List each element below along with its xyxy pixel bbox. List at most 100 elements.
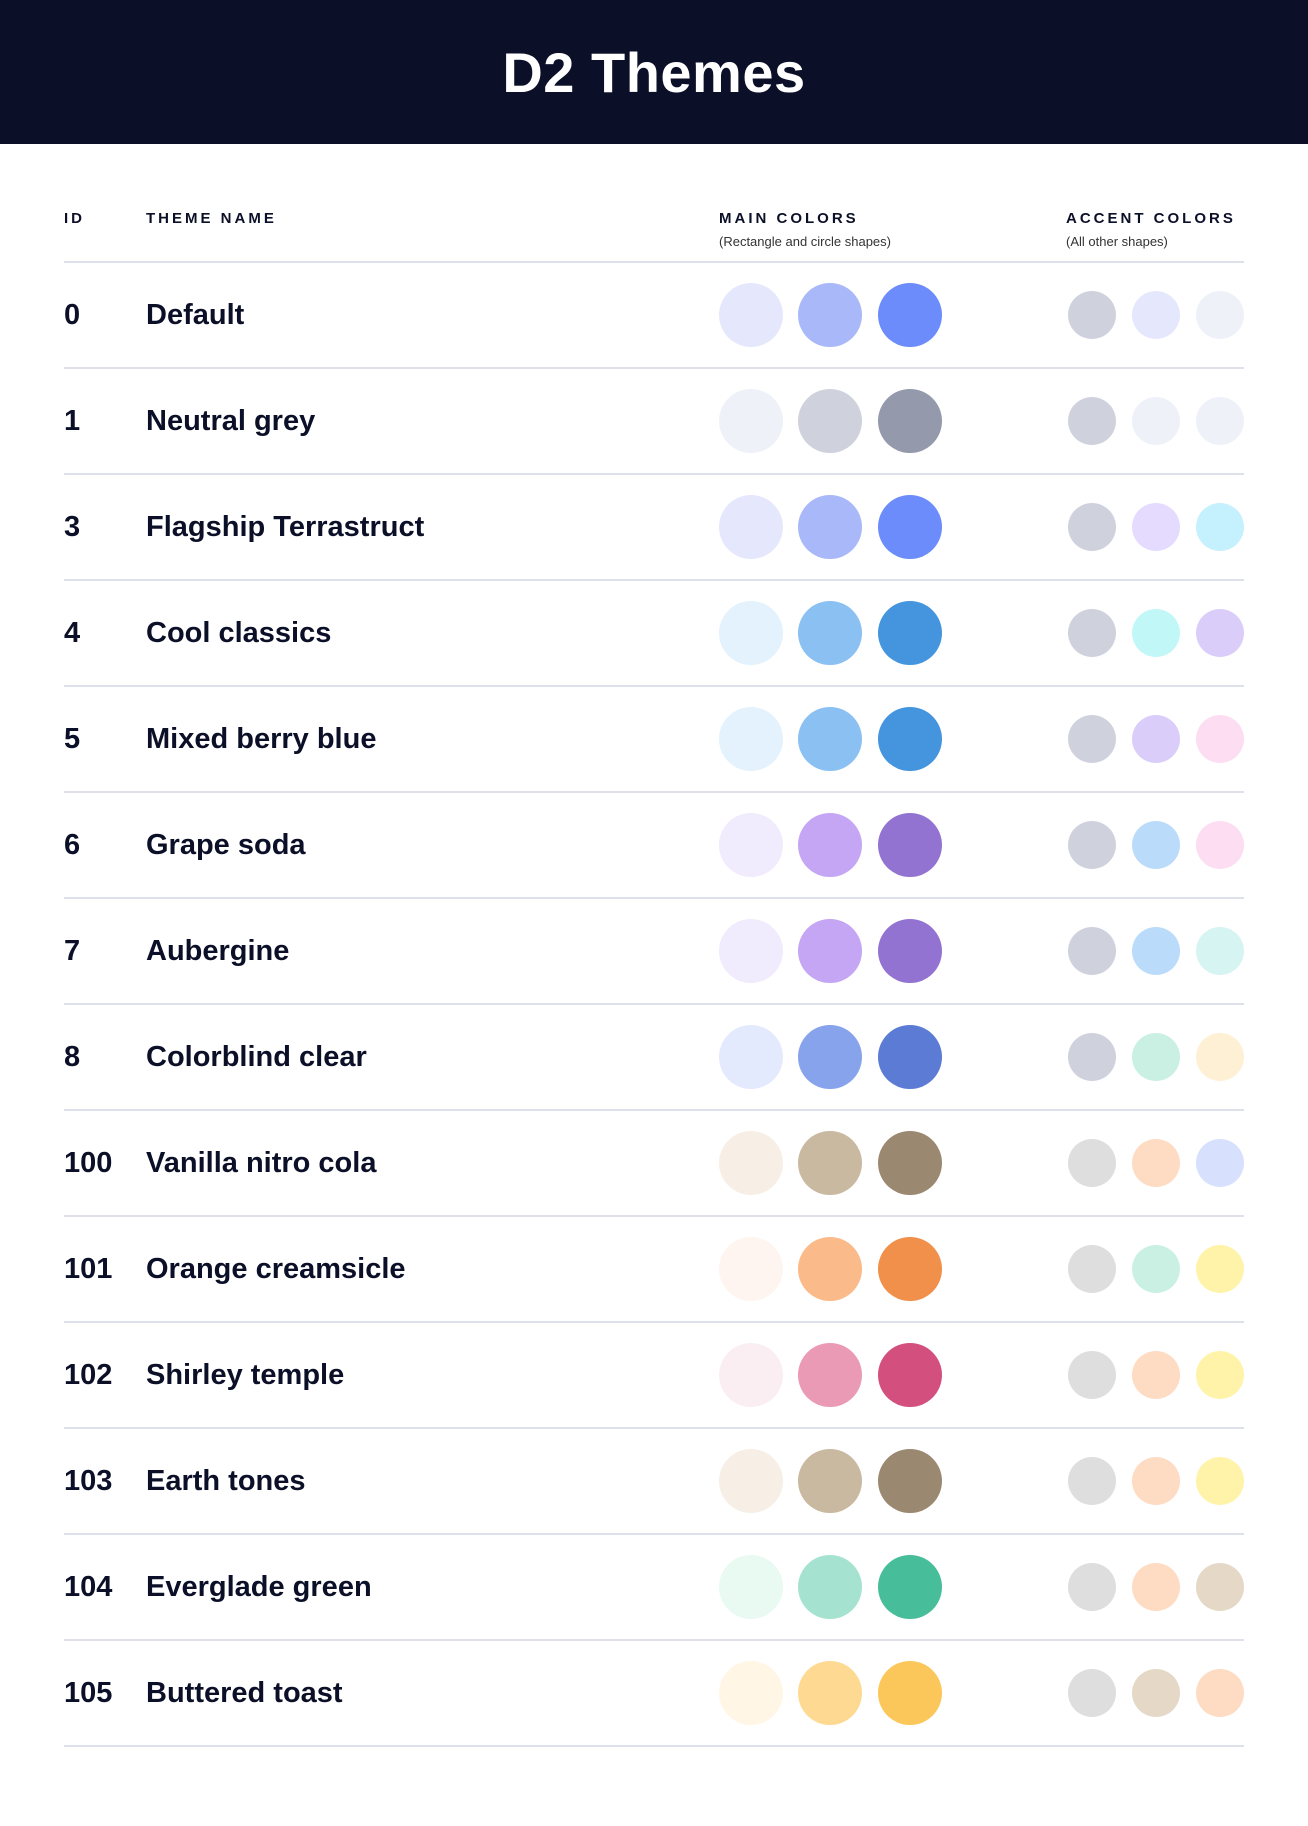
main-color-swatch — [878, 1131, 942, 1195]
accent-color-swatch — [1068, 291, 1116, 339]
table-row: 104 Everglade green — [64, 1535, 1244, 1641]
accent-color-swatch — [1068, 397, 1116, 445]
accent-color-swatch — [1196, 291, 1244, 339]
main-color-swatch — [798, 495, 862, 559]
accent-color-swatch — [1196, 1245, 1244, 1293]
theme-id: 4 — [64, 617, 81, 649]
main-color-swatch — [798, 1555, 862, 1619]
main-color-swatch — [798, 813, 862, 877]
main-color-swatch — [719, 813, 783, 877]
theme-name: Everglade green — [146, 1571, 372, 1603]
main-color-swatch — [719, 389, 783, 453]
theme-id: 102 — [64, 1359, 113, 1391]
main-color-swatch — [798, 1661, 862, 1725]
accent-color-swatch — [1132, 927, 1180, 975]
accent-color-swatch — [1068, 821, 1116, 869]
theme-id: 7 — [64, 935, 81, 967]
table-row: 4 Cool classics — [64, 581, 1244, 687]
theme-name: Grape soda — [146, 829, 306, 861]
main-color-swatch — [719, 601, 783, 665]
theme-id: 103 — [64, 1465, 113, 1497]
accent-color-swatch — [1068, 1033, 1116, 1081]
col-accent-sub: (All other shapes) — [1066, 234, 1168, 249]
main-color-swatch — [878, 495, 942, 559]
col-main-sub: (Rectangle and circle shapes) — [719, 234, 891, 249]
main-color-swatch — [798, 389, 862, 453]
main-color-swatch — [798, 1131, 862, 1195]
main-color-swatch — [719, 1343, 783, 1407]
main-color-swatch — [878, 813, 942, 877]
table-row: 8 Colorblind clear — [64, 1005, 1244, 1111]
table-row: 102 Shirley temple — [64, 1323, 1244, 1429]
accent-color-swatch — [1196, 1457, 1244, 1505]
accent-color-swatch — [1196, 609, 1244, 657]
accent-color-swatch — [1132, 397, 1180, 445]
theme-name: Buttered toast — [146, 1677, 343, 1709]
main-color-swatch — [719, 1131, 783, 1195]
theme-id: 3 — [64, 511, 81, 543]
theme-name: Mixed berry blue — [146, 723, 377, 755]
theme-name: Earth tones — [146, 1465, 306, 1497]
accent-color-swatch — [1068, 1245, 1116, 1293]
theme-name: Flagship Terrastruct — [146, 511, 425, 543]
accent-color-swatch — [1196, 1563, 1244, 1611]
main-color-swatch — [798, 1025, 862, 1089]
main-color-swatch — [719, 707, 783, 771]
theme-id: 105 — [64, 1677, 113, 1709]
accent-color-swatch — [1068, 1669, 1116, 1717]
accent-color-swatch — [1132, 1033, 1180, 1081]
header: D2 Themes — [0, 0, 1308, 144]
table-row: 5 Mixed berry blue — [64, 687, 1244, 793]
main-color-swatch — [719, 919, 783, 983]
main-color-swatch — [878, 1237, 942, 1301]
accent-color-swatch — [1132, 1457, 1180, 1505]
main-color-swatch — [878, 1343, 942, 1407]
table-body: 0 Default 1 Neutral grey 3 Flagship Terras… — [64, 263, 1244, 1747]
page-title: D2 Themes — [502, 40, 806, 104]
accent-color-swatch — [1196, 1033, 1244, 1081]
main-color-swatch — [878, 919, 942, 983]
theme-name: Aubergine — [146, 935, 290, 967]
main-color-swatch — [878, 601, 942, 665]
table-row: 1 Neutral grey — [64, 369, 1244, 475]
accent-color-swatch — [1196, 1351, 1244, 1399]
theme-name: Cool classics — [146, 617, 332, 649]
main-color-swatch — [798, 919, 862, 983]
theme-name: Shirley temple — [146, 1359, 345, 1391]
main-color-swatch — [878, 707, 942, 771]
theme-id: 101 — [64, 1253, 113, 1285]
accent-color-swatch — [1132, 715, 1180, 763]
main-color-swatch — [719, 1661, 783, 1725]
accent-color-swatch — [1196, 503, 1244, 551]
theme-id: 104 — [64, 1571, 113, 1603]
table-row: 7 Aubergine — [64, 899, 1244, 1005]
accent-color-swatch — [1132, 1563, 1180, 1611]
accent-color-swatch — [1132, 1245, 1180, 1293]
theme-name: Orange creamsicle — [146, 1253, 406, 1285]
accent-color-swatch — [1068, 609, 1116, 657]
accent-color-swatch — [1132, 609, 1180, 657]
main-color-swatch — [798, 601, 862, 665]
main-color-swatch — [798, 1343, 862, 1407]
accent-color-swatch — [1196, 397, 1244, 445]
accent-color-swatch — [1068, 503, 1116, 551]
accent-color-swatch — [1068, 715, 1116, 763]
main-color-swatch — [798, 707, 862, 771]
main-color-swatch — [719, 1449, 783, 1513]
accent-color-swatch — [1196, 715, 1244, 763]
main-color-swatch — [719, 1555, 783, 1619]
theme-id: 0 — [64, 299, 81, 331]
accent-color-swatch — [1132, 503, 1180, 551]
accent-color-swatch — [1068, 1563, 1116, 1611]
main-color-swatch — [798, 1449, 862, 1513]
main-color-swatch — [719, 1237, 783, 1301]
accent-color-swatch — [1068, 1457, 1116, 1505]
table-row: 3 Flagship Terrastruct — [64, 475, 1244, 581]
accent-color-swatch — [1196, 927, 1244, 975]
main-color-swatch — [878, 1449, 942, 1513]
accent-color-swatch — [1068, 1351, 1116, 1399]
theme-id: 6 — [64, 829, 81, 861]
accent-color-swatch — [1132, 1351, 1180, 1399]
main-color-swatch — [878, 283, 942, 347]
